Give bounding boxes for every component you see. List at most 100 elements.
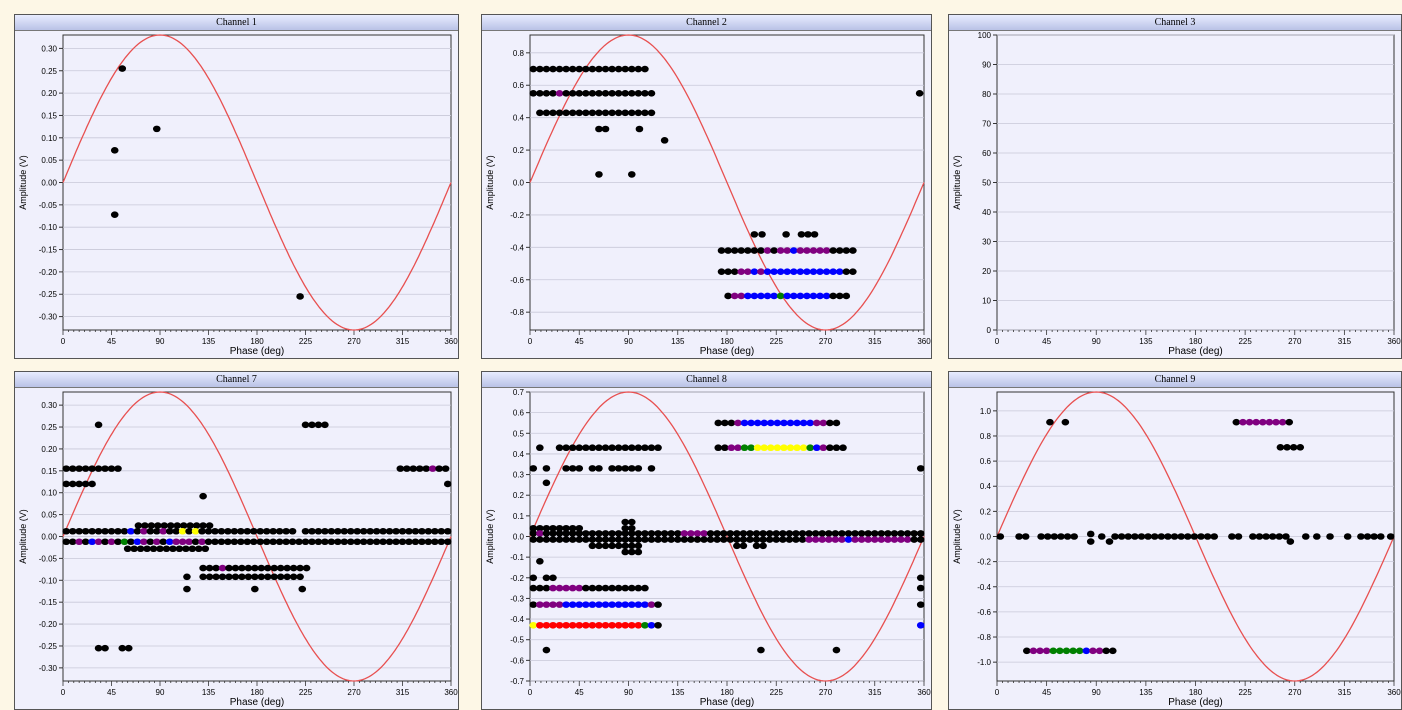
data-point — [811, 536, 820, 543]
data-point — [575, 444, 584, 452]
data-point — [660, 137, 669, 144]
data-point — [864, 530, 872, 537]
data-point — [282, 538, 290, 546]
data-point — [1258, 418, 1267, 426]
data-point — [601, 530, 610, 537]
data-point — [575, 524, 584, 532]
y-tick-label: 0.05 — [41, 156, 57, 165]
data-point — [647, 601, 656, 608]
data-point — [621, 90, 630, 97]
data-point — [359, 527, 368, 535]
data-point — [141, 522, 149, 529]
data-point — [289, 573, 298, 581]
data-point — [621, 584, 630, 592]
x-tick-label: 225 — [1238, 688, 1252, 697]
x-axis-label: Phase (deg) — [1168, 346, 1222, 357]
data-point — [529, 574, 538, 582]
data-point — [608, 465, 616, 472]
data-point — [1190, 533, 1199, 540]
sine-reference-line — [529, 34, 925, 331]
data-point — [641, 65, 649, 73]
data-point — [758, 231, 766, 238]
data-point — [75, 465, 83, 472]
data-point — [529, 621, 538, 629]
data-point — [441, 465, 450, 472]
data-point — [614, 536, 623, 543]
y-tick-label: -0.30 — [39, 664, 58, 673]
data-point — [183, 585, 191, 593]
data-point — [372, 538, 381, 546]
data-point — [1137, 533, 1146, 540]
data-point — [1131, 533, 1139, 540]
data-point — [575, 536, 584, 543]
data-point — [739, 542, 748, 550]
data-point — [230, 527, 239, 535]
panel-title: Channel 1 — [15, 15, 458, 31]
data-point — [542, 109, 551, 117]
y-tick-label: 100 — [978, 31, 992, 40]
y-tick-label: -1.0 — [977, 658, 991, 667]
data-point — [757, 292, 765, 300]
data-point — [1296, 443, 1305, 451]
data-point — [385, 527, 394, 535]
x-tick-label: 360 — [917, 688, 931, 697]
panel-title: Channel 7 — [15, 372, 458, 388]
data-point — [627, 518, 636, 526]
data-point — [816, 247, 824, 254]
data-point — [555, 530, 564, 537]
data-point — [634, 536, 643, 543]
data-point — [1089, 647, 1097, 655]
data-point — [405, 538, 413, 546]
data-point — [870, 530, 879, 537]
data-point — [353, 527, 362, 535]
data-point — [568, 109, 577, 117]
y-tick-label: -0.8 — [510, 308, 524, 317]
data-point — [188, 545, 197, 553]
x-axis-label: Phase (deg) — [1168, 697, 1222, 708]
x-tick-label: 90 — [1092, 688, 1101, 697]
data-point — [627, 530, 636, 537]
data-point — [251, 564, 259, 572]
y-tick-label: 0.30 — [41, 401, 57, 410]
data-point — [1082, 647, 1091, 655]
data-point — [308, 527, 316, 535]
data-point — [621, 518, 630, 526]
data-point — [1036, 647, 1044, 655]
data-point — [301, 527, 310, 535]
data-point — [897, 536, 905, 543]
data-point — [759, 542, 767, 550]
data-point — [595, 171, 603, 178]
data-point — [582, 65, 590, 73]
data-point — [915, 90, 924, 97]
data-point — [608, 601, 616, 608]
data-point — [799, 419, 808, 427]
x-tick-label: 90 — [156, 337, 165, 346]
data-point — [1097, 533, 1106, 540]
data-point — [555, 621, 564, 629]
data-point — [405, 527, 413, 535]
data-point — [165, 538, 174, 546]
data-point — [359, 538, 368, 546]
data-point — [673, 530, 682, 537]
data-point — [308, 538, 316, 546]
y-tick-label: 50 — [982, 179, 991, 188]
data-point — [1326, 533, 1334, 540]
y-tick-label: -0.15 — [39, 246, 58, 255]
data-point — [660, 530, 669, 537]
data-point — [746, 536, 754, 543]
data-point — [803, 292, 811, 300]
data-point — [231, 564, 240, 572]
data-point — [916, 574, 925, 582]
x-axis-label: Phase (deg) — [230, 697, 284, 708]
data-point — [568, 530, 577, 537]
data-point — [627, 109, 636, 117]
data-point — [803, 247, 811, 254]
x-tick-label: 270 — [347, 688, 361, 697]
x-tick-label: 270 — [347, 337, 361, 346]
data-point — [621, 601, 630, 608]
data-point — [634, 584, 643, 592]
data-point — [903, 530, 912, 537]
data-point — [536, 536, 544, 543]
data-point — [562, 109, 570, 117]
data-point — [796, 247, 805, 254]
